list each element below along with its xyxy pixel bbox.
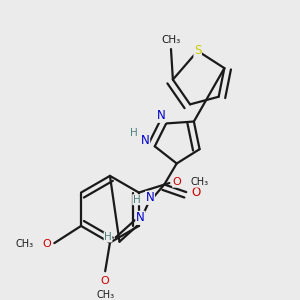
Text: H: H bbox=[133, 195, 140, 205]
Text: N: N bbox=[157, 109, 166, 122]
Text: N: N bbox=[146, 191, 154, 204]
Text: S: S bbox=[194, 44, 201, 58]
Text: N: N bbox=[136, 211, 145, 224]
Text: O: O bbox=[42, 239, 51, 249]
Text: N: N bbox=[141, 134, 150, 147]
Text: CH₃: CH₃ bbox=[96, 290, 114, 300]
Text: O: O bbox=[172, 177, 182, 187]
Text: H: H bbox=[130, 128, 138, 138]
Text: O: O bbox=[101, 276, 110, 286]
Text: CH₃: CH₃ bbox=[15, 239, 33, 249]
Text: CH₃: CH₃ bbox=[161, 34, 181, 44]
Text: O: O bbox=[191, 186, 200, 199]
Text: H: H bbox=[104, 232, 112, 242]
Text: CH₃: CH₃ bbox=[190, 177, 208, 187]
